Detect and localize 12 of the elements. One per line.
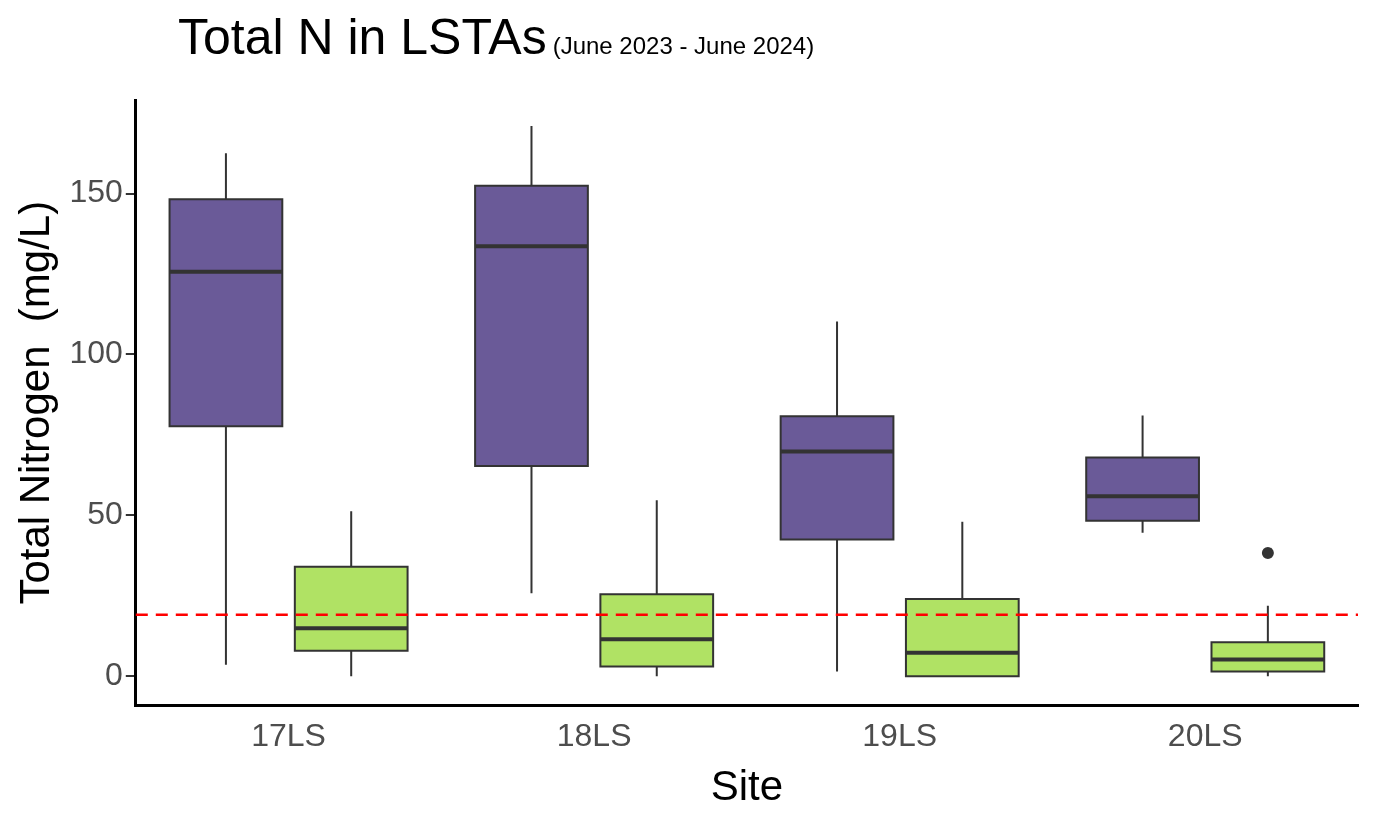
chart-subtitle: (June 2023 - June 2024) [552, 32, 815, 59]
chart-title: Total N in LSTAs [178, 9, 547, 65]
x-axis-title: Site [710, 762, 784, 810]
x-tick-label: 19LS [862, 717, 938, 754]
y-tick-label: 50 [87, 495, 123, 532]
x-tick-label: 20LS [1167, 717, 1243, 754]
y-tick-label: 100 [69, 334, 123, 371]
x-tick-label: 18LS [556, 717, 632, 754]
y-tick-label: 0 [104, 656, 123, 693]
x-tick-label: 17LS [251, 717, 326, 754]
y-axis-title: Total Nitrogen (mg/L) [10, 200, 58, 605]
y-tick-label: 150 [69, 173, 123, 210]
